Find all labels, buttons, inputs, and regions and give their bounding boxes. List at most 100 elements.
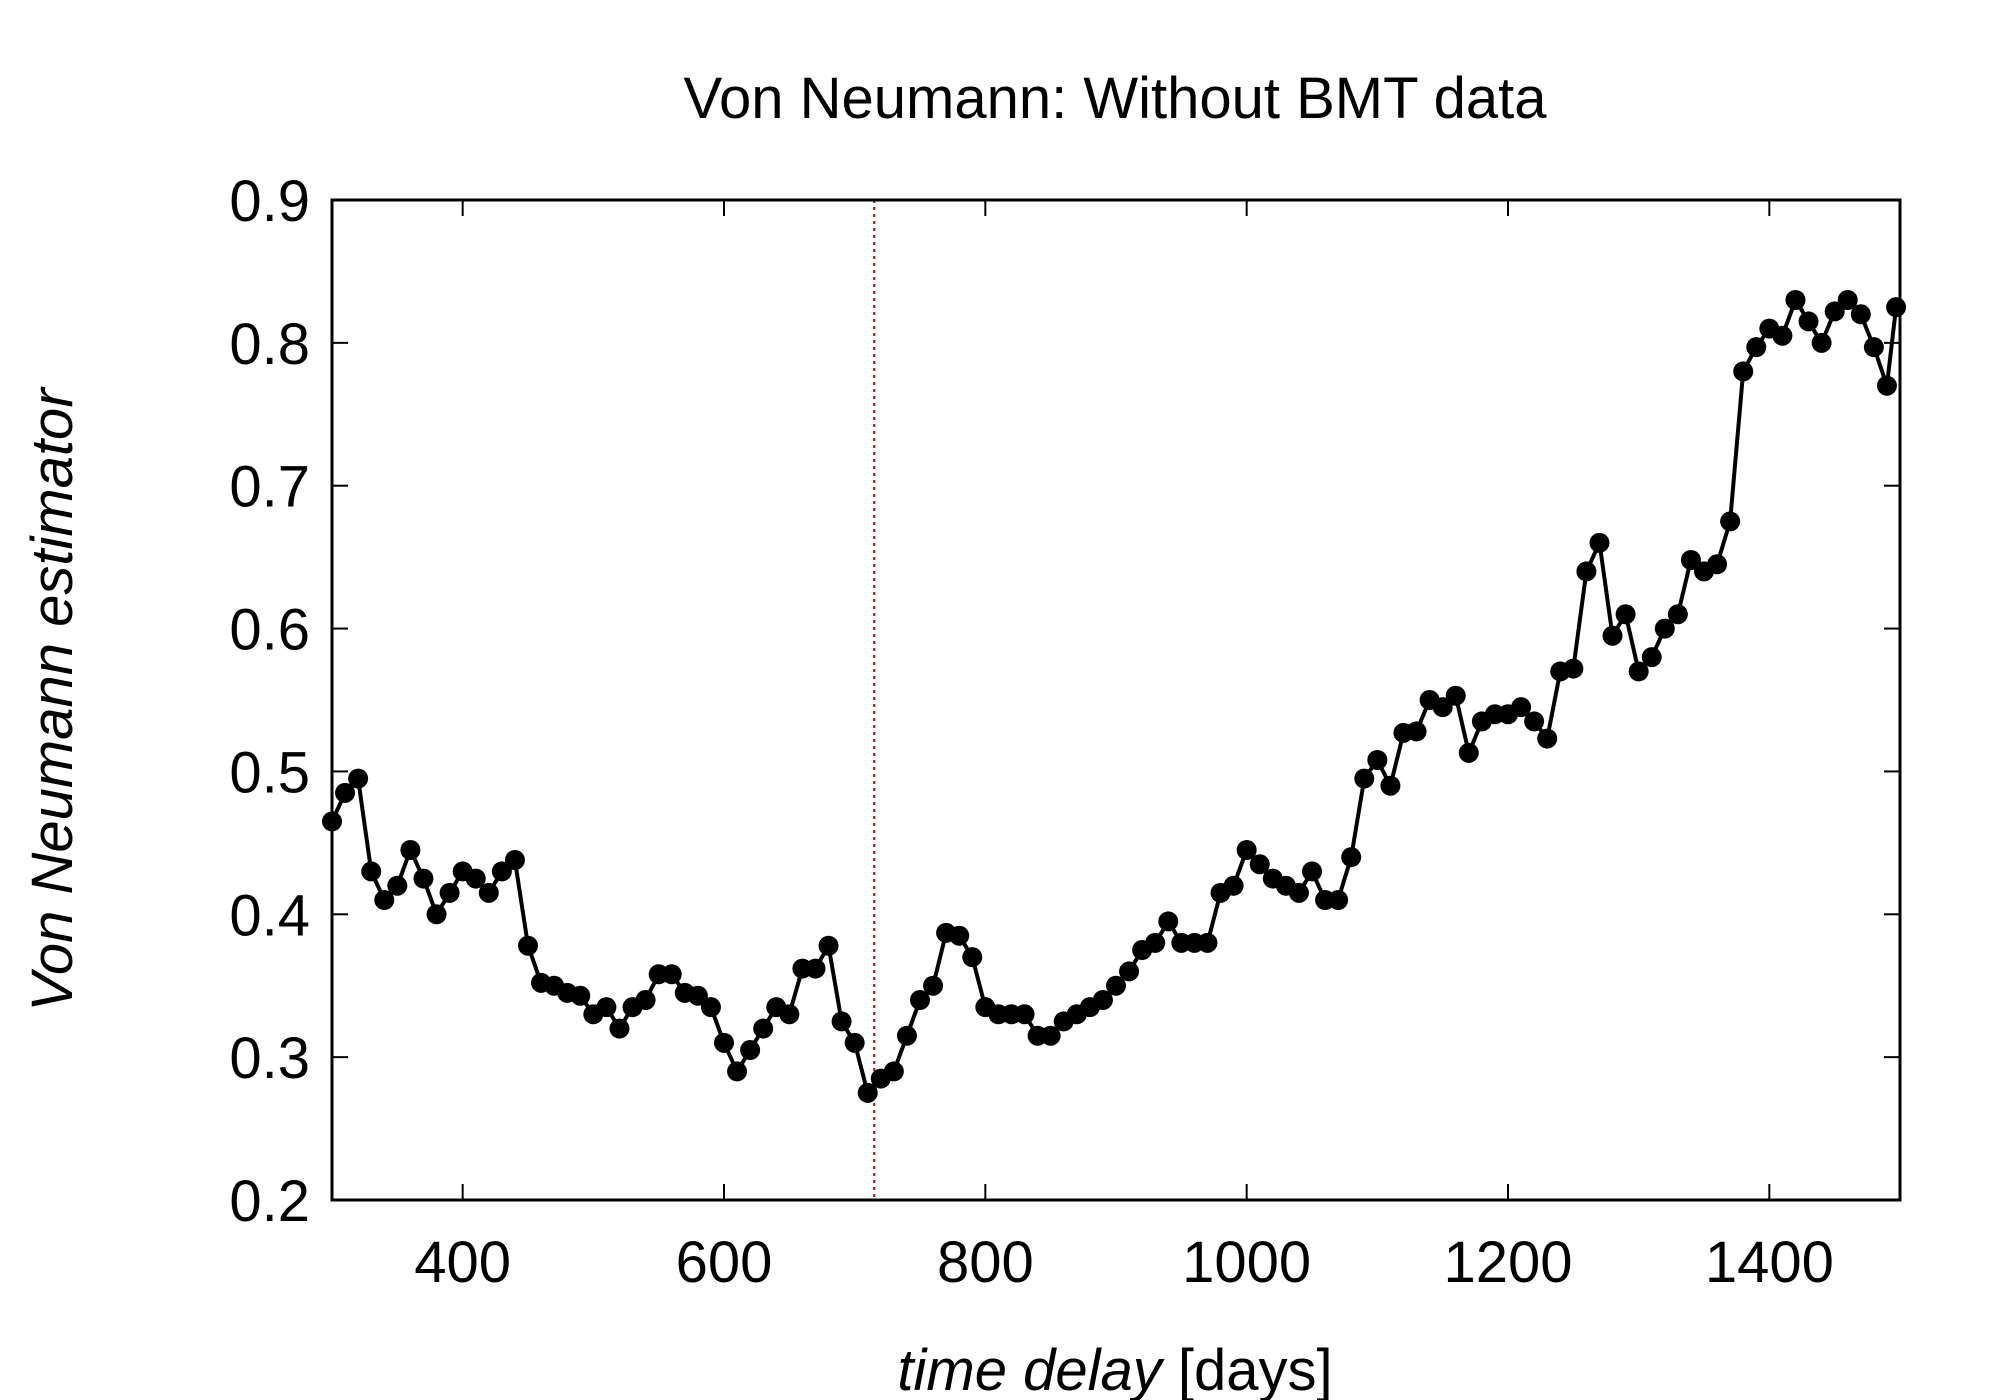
data-point [1876,375,1897,396]
data-point [1824,301,1845,322]
data-point [1458,742,1479,763]
y-tick-label: 0.3 [229,1026,310,1091]
data-point [1589,532,1610,553]
data-point [1092,990,1113,1010]
data-point [1680,550,1701,570]
data-point [1524,711,1545,732]
data-point [1628,661,1649,682]
data-point [1328,890,1349,910]
data-point [570,985,591,1006]
data-point [1886,297,1907,318]
data-point [661,964,682,985]
data-point [1746,337,1767,358]
data-point [923,975,944,996]
data-point [426,904,447,925]
x-tick-label: 400 [414,1230,511,1295]
data-point [1537,728,1558,749]
data-point [1432,697,1453,718]
data-point [1837,290,1858,310]
y-tick-label: 0.7 [229,455,310,520]
data-point [335,782,356,803]
data-point [1040,1025,1061,1046]
data-point [1654,618,1675,639]
data-point [504,850,525,870]
data-point [1288,882,1309,903]
data-point [1249,854,1270,875]
data-point [400,840,421,860]
data-point [1863,337,1884,358]
data-point [1158,911,1179,932]
x-axis-label-main: time delay [897,1338,1164,1400]
data-point [1641,647,1662,668]
data-point [779,1004,800,1025]
data-point [348,768,369,789]
data-point [1707,554,1728,575]
data-point [805,958,826,979]
y-tick-label: 0.5 [229,740,310,805]
data-point [1223,875,1244,896]
data-point [1302,861,1322,882]
data-point [1720,511,1741,532]
data-point [910,990,930,1010]
data-point [844,1032,865,1053]
y-tick-label: 0.8 [229,312,310,377]
data-point [439,882,460,903]
y-tick-label: 0.4 [229,883,310,948]
data-point [818,935,839,956]
data-point [596,997,617,1018]
x-tick-label: 1000 [1182,1230,1311,1295]
data-point [753,1018,774,1039]
data-point [1014,1004,1035,1025]
data-point [1511,697,1532,718]
y-axis-label: Von Neumann estimator [20,386,85,1012]
data-point [1145,932,1166,953]
data-point [1367,750,1388,770]
data-point [831,1011,852,1032]
data-line [330,298,1899,1095]
y-tick-label: 0.2 [229,1169,310,1234]
data-point [714,1032,734,1053]
y-tick-label: 0.6 [229,598,310,663]
data-point [949,925,970,946]
data-point [1563,658,1584,679]
data-point [491,861,512,882]
x-tick-label: 800 [937,1230,1034,1295]
x-axis-label-unit: [days] [1178,1338,1333,1400]
plot-frame [330,198,1902,1202]
data-point [1236,840,1257,860]
data-point [518,935,538,956]
data-point [896,1025,917,1046]
data-point [883,1061,904,1082]
data-point [1576,561,1597,582]
data-point [413,868,434,889]
data-point [740,1040,761,1060]
data-point [1445,685,1466,706]
data-point [1785,290,1806,310]
data-point [962,947,983,968]
data-point [635,990,656,1010]
data-point [1380,775,1401,796]
data-point [857,1082,878,1103]
data-point [1602,625,1623,646]
x-tick-label: 1400 [1705,1230,1834,1295]
data-point [727,1061,748,1082]
data-point [1354,768,1375,789]
data-point [1615,604,1636,625]
data-point [1798,311,1819,332]
x-tick-label: 1200 [1443,1230,1572,1295]
data-point [361,861,382,882]
data-point [1197,932,1218,953]
data-point [700,997,721,1018]
y-tick-label: 0.9 [229,169,310,234]
data-point [1850,304,1871,325]
data-point [1667,604,1688,625]
data-point [1406,721,1427,742]
data-point [478,882,499,903]
data-point [387,875,408,896]
data-point [1106,975,1126,996]
x-axis-label: time delay [days] [897,1338,1332,1400]
data-point [609,1018,630,1039]
data-point [1733,361,1754,382]
